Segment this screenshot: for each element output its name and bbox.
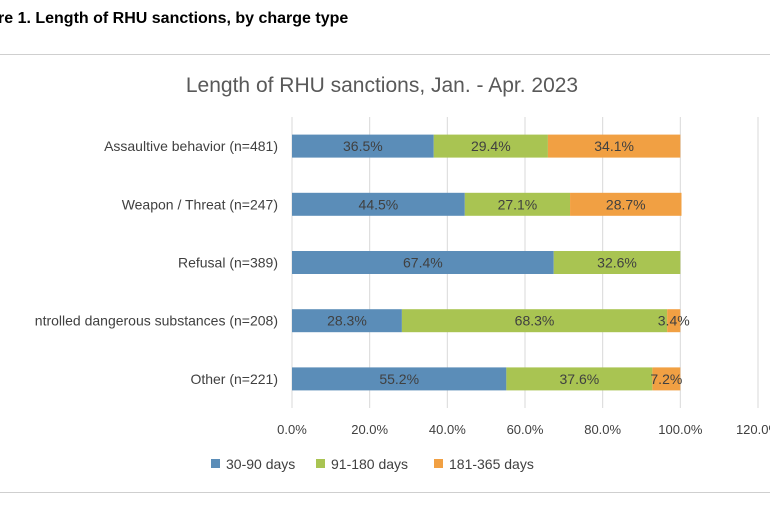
legend: 30-90 days 91-180 days 181-365 days [211, 456, 534, 472]
data-label: 37.6% [560, 371, 600, 387]
x-axis-ticks: 0.0% 20.0% 40.0% 60.0% 80.0% 100.0% 120.0% [277, 422, 770, 437]
legend-swatch [434, 459, 443, 468]
legend-label: 30-90 days [226, 456, 295, 472]
bottom-divider [0, 492, 770, 493]
data-label: 67.4% [403, 255, 443, 271]
x-tick-label: 0.0% [277, 422, 307, 437]
data-label: 55.2% [379, 371, 419, 387]
data-label: 29.4% [471, 138, 511, 154]
category-label: Assaultive behavior (n=481) [104, 138, 278, 154]
bar-segment [292, 309, 402, 333]
bar-segment [506, 367, 653, 391]
x-tick-label: 120.0% [736, 422, 770, 437]
chart-title: Length of RHU sanctions, Jan. - Apr. 202… [186, 74, 578, 97]
bar-segment [292, 134, 434, 158]
data-label: 44.5% [359, 196, 399, 212]
category-label: Refusal (n=389) [178, 255, 278, 271]
data-label: 7.2% [650, 371, 682, 387]
category-label: ntrolled dangerous substances (n=208) [35, 313, 278, 329]
legend-label: 181-365 days [449, 456, 534, 472]
category-label: Weapon / Threat (n=247) [122, 196, 278, 212]
bar-segment [292, 251, 554, 274]
bar-segment [292, 192, 465, 216]
bar-segment [547, 134, 681, 158]
bar-segment [553, 251, 681, 274]
data-label: 36.5% [343, 138, 383, 154]
legend-swatch [211, 459, 220, 468]
top-divider [0, 54, 770, 55]
x-tick-label: 60.0% [507, 422, 544, 437]
figure-caption: re 1. Length of RHU sanctions, by charge… [0, 10, 349, 27]
bar-segment [464, 192, 571, 216]
category-label: Other (n=221) [190, 371, 278, 387]
x-tick-label: 100.0% [658, 422, 703, 437]
bar-segment [570, 192, 682, 216]
bar-segment [433, 134, 548, 158]
data-label: 3.4% [658, 313, 690, 329]
legend-swatch [316, 459, 325, 468]
data-label: 28.7% [606, 196, 646, 212]
bar-segment [652, 367, 681, 391]
x-tick-label: 20.0% [351, 422, 388, 437]
x-tick-label: 80.0% [584, 422, 621, 437]
data-label: 68.3% [515, 313, 555, 329]
bars: 36.5% 29.4% 34.1% 44.5% 27.1% 28.7% 67.4% 32.6%… [292, 134, 690, 391]
data-label: 27.1% [498, 196, 538, 212]
data-label: 32.6% [597, 255, 637, 271]
category-labels: Assaultive behavior (n=481) Weapon / Thre… [35, 138, 278, 387]
data-label: 34.1% [594, 138, 634, 154]
bar-segment [292, 367, 507, 391]
bar-segment [667, 309, 681, 333]
x-tick-label: 40.0% [429, 422, 466, 437]
data-label: 28.3% [327, 313, 367, 329]
bar-segment [401, 309, 668, 333]
legend-label: 91-180 days [331, 456, 408, 472]
